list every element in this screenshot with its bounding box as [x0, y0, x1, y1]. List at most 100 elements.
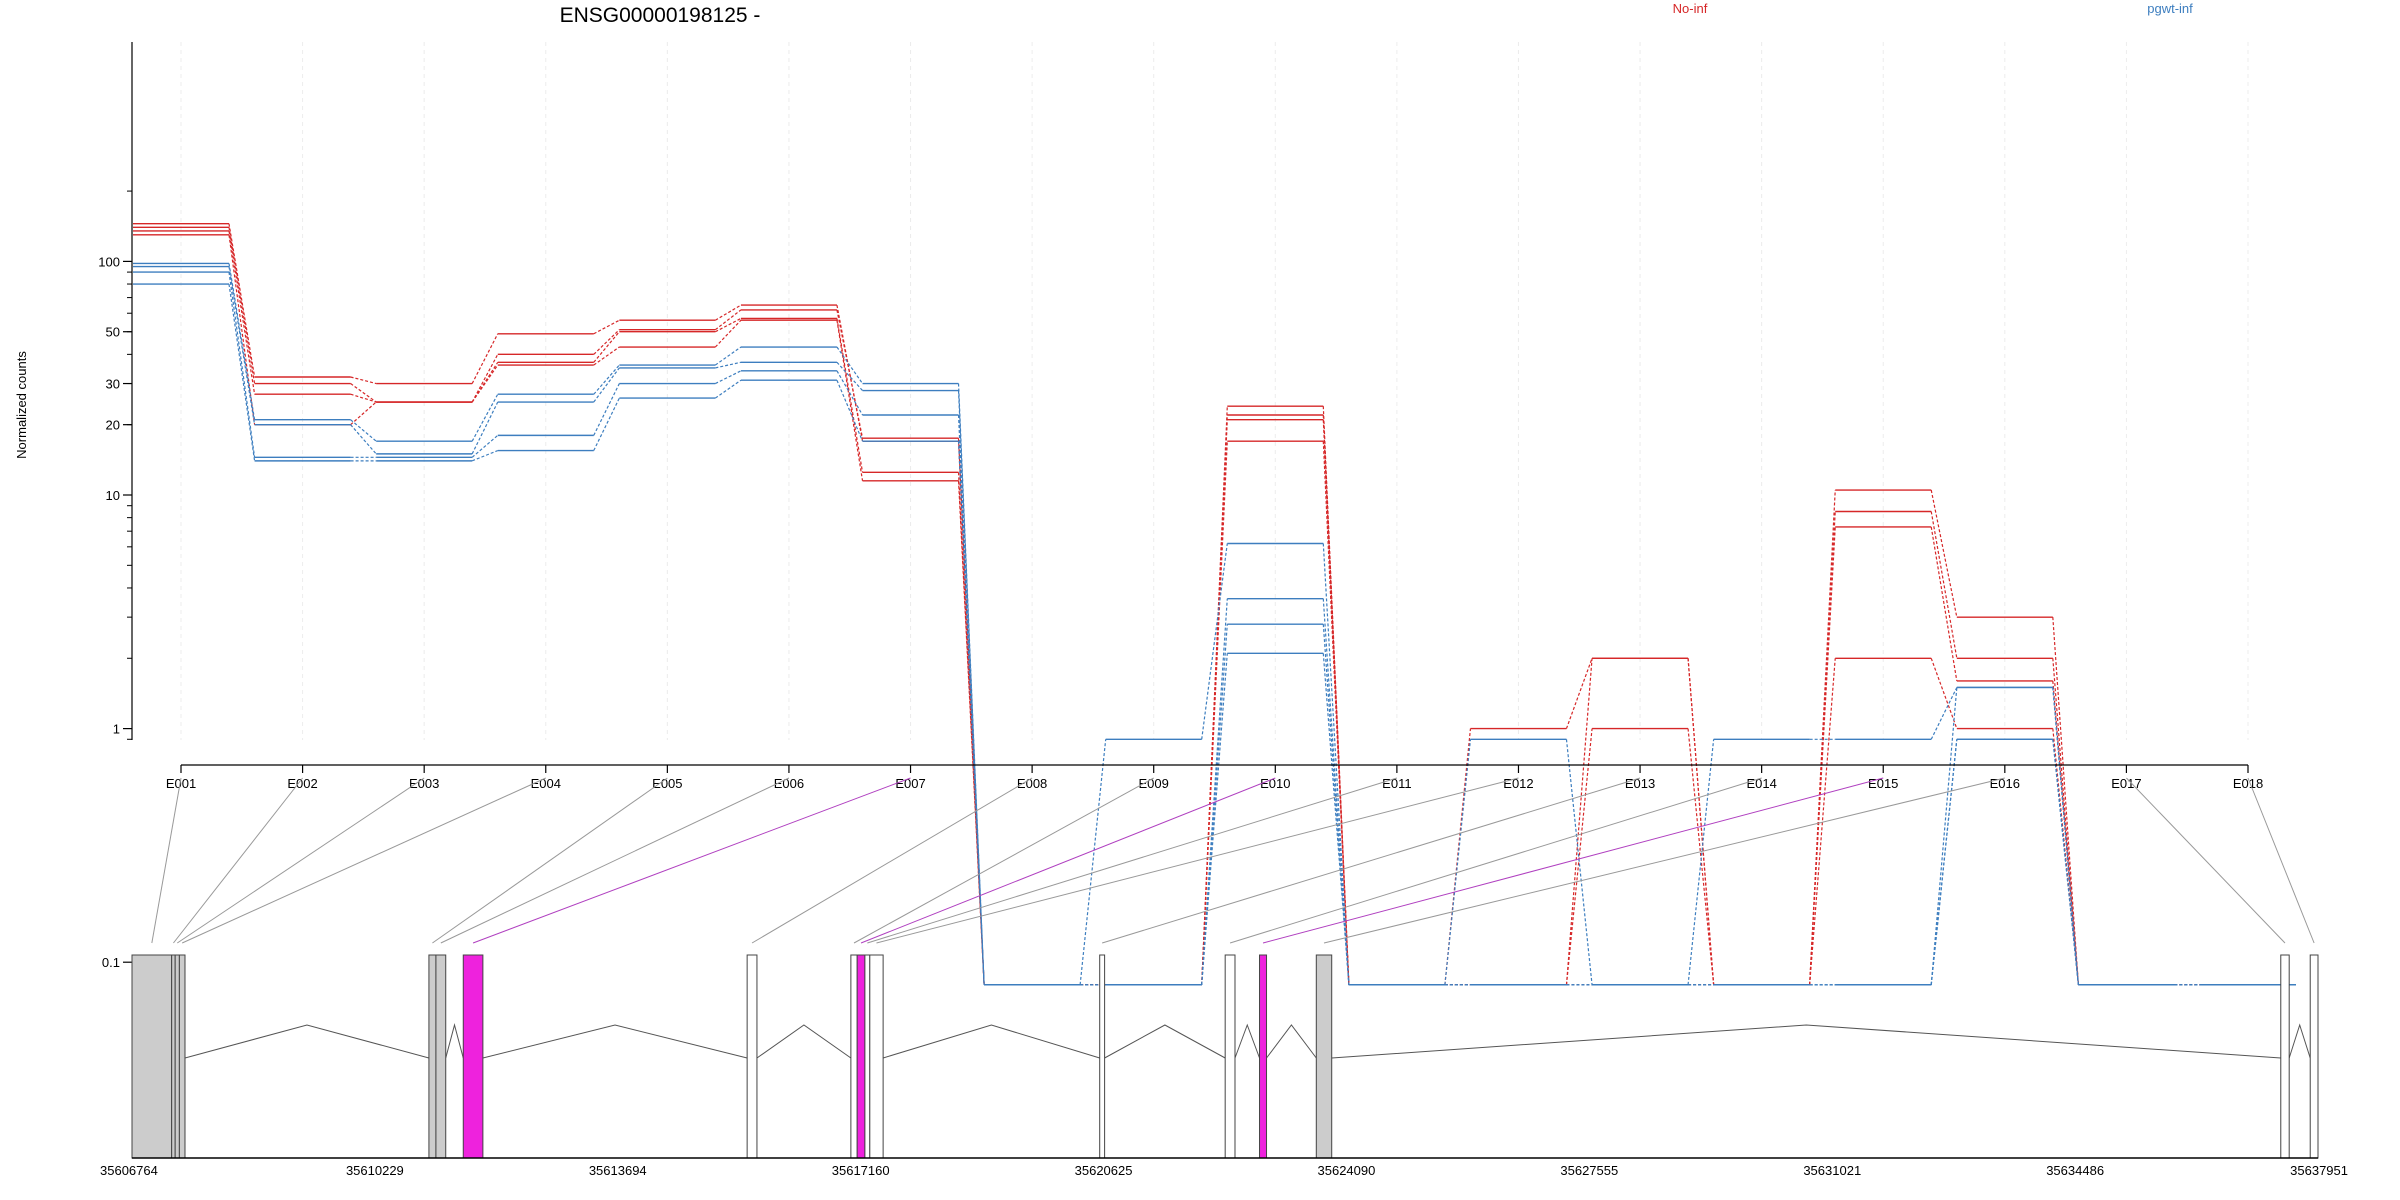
- genomic-coord-label: 35627555: [1560, 1163, 1618, 1178]
- series-line: [133, 226, 2296, 986]
- data-connector: [593, 346, 620, 366]
- series-line: [133, 262, 2296, 986]
- data-connector: [471, 354, 499, 403]
- data-connector: [228, 234, 256, 425]
- data-connector: [593, 319, 620, 335]
- exon-box: [131, 954, 173, 1159]
- chart-title: ENSG00000198125 -: [560, 4, 761, 27]
- data-connector: [350, 376, 377, 385]
- data-connector: [350, 393, 377, 403]
- exon-connector: [867, 777, 1398, 944]
- exon-box: [850, 954, 858, 1159]
- data-connector: [1201, 543, 1228, 740]
- data-connector: [957, 414, 985, 985]
- data-connector: [1322, 598, 1350, 985]
- data-connector: [714, 309, 742, 331]
- y-tick-label: 0.1: [102, 955, 120, 970]
- exon-connector: [472, 777, 911, 944]
- data-connector: [1809, 658, 1836, 985]
- data-connector: [836, 320, 864, 481]
- data-connector: [957, 441, 985, 985]
- exon-box: [2309, 954, 2319, 1159]
- data-connector: [1322, 653, 1350, 985]
- y-axis-label: Normalized counts: [14, 351, 29, 459]
- exon-connector: [853, 777, 1154, 944]
- exon-box: [856, 954, 866, 1159]
- data-connector: [1565, 728, 1593, 985]
- data-connector: [1687, 658, 1715, 985]
- data-connector: [1930, 739, 1958, 985]
- data-connector: [471, 393, 499, 442]
- data-connector: [1687, 739, 1715, 985]
- data-connector: [1079, 739, 1107, 985]
- genomic-coord-label: 35637951: [2290, 1163, 2348, 1178]
- data-connector: [350, 401, 377, 426]
- data-connector: [1444, 728, 1472, 985]
- genomic-coord-label: 35610229: [346, 1163, 404, 1178]
- series-layer: [133, 223, 2296, 986]
- series-line: [133, 230, 2296, 986]
- exon-box: [2280, 954, 2290, 1159]
- exon-connector: [440, 777, 790, 944]
- x-tick-label: E009: [1139, 776, 1169, 791]
- data-connector: [1444, 739, 1472, 985]
- data-connector: [350, 424, 377, 455]
- x-tick-label: E014: [1746, 776, 1776, 791]
- data-connector: [836, 361, 863, 391]
- data-connector: [228, 223, 256, 378]
- exon-box: [864, 954, 871, 1159]
- x-tick-label: E007: [895, 776, 925, 791]
- data-connector: [1809, 526, 1836, 985]
- exon-box: [1315, 954, 1333, 1159]
- exon-connector: [177, 777, 425, 944]
- data-connector: [714, 319, 742, 348]
- data-connector: [836, 346, 864, 384]
- exon-connector: [2126, 777, 2286, 944]
- data-connector: [1565, 658, 1593, 985]
- intron-line: [445, 1023, 464, 1059]
- exon-box: [174, 954, 180, 1159]
- y-tick-label: 100: [98, 254, 120, 269]
- data-connector: [228, 263, 256, 420]
- data-connector: [471, 449, 498, 462]
- data-connector: [1322, 624, 1350, 985]
- connector-layer: [151, 777, 2315, 944]
- exon-box: [746, 954, 758, 1159]
- series-line: [133, 271, 2296, 986]
- data-connector: [836, 370, 864, 416]
- data-connector: [593, 329, 620, 355]
- exon-connector: [1229, 777, 1762, 944]
- exon-connector: [173, 777, 303, 944]
- x-tick-label: E005: [652, 776, 682, 791]
- legend-entry-pgwt-inf: pgwt-inf: [2147, 1, 2193, 16]
- data-connector: [1930, 526, 1958, 682]
- exon-box: [1259, 954, 1268, 1159]
- data-connector: [715, 361, 742, 369]
- data-connector: [1687, 728, 1715, 985]
- data-connector: [1201, 653, 1228, 985]
- exon-connector: [876, 777, 1519, 944]
- series-line: [133, 265, 2296, 986]
- data-connector: [228, 272, 256, 458]
- data-connector: [1930, 511, 1958, 659]
- genomic-coord-label: 35617160: [832, 1163, 890, 1178]
- data-connector: [715, 346, 742, 366]
- data-connector: [593, 331, 620, 363]
- data-connector: [228, 230, 256, 395]
- data-connector: [1322, 441, 1350, 985]
- intron-line: [482, 1024, 748, 1059]
- data-connector: [593, 383, 620, 436]
- gene-model: 35606764 35610229 35613694 35617160 35620625…: [100, 954, 2348, 1178]
- data-connector: [836, 318, 864, 473]
- intron-line: [1104, 1024, 1226, 1059]
- exon-connector: [860, 777, 1276, 944]
- x-tick-label: E018: [2233, 776, 2263, 791]
- exon-connector: [1102, 777, 1641, 944]
- exon-box: [462, 954, 484, 1159]
- x-tick-label: E008: [1017, 776, 1047, 791]
- exon-connector: [432, 777, 668, 944]
- x-tick-label: E017: [2111, 776, 2141, 791]
- intron-line: [882, 1024, 1100, 1059]
- data-connector: [471, 364, 499, 403]
